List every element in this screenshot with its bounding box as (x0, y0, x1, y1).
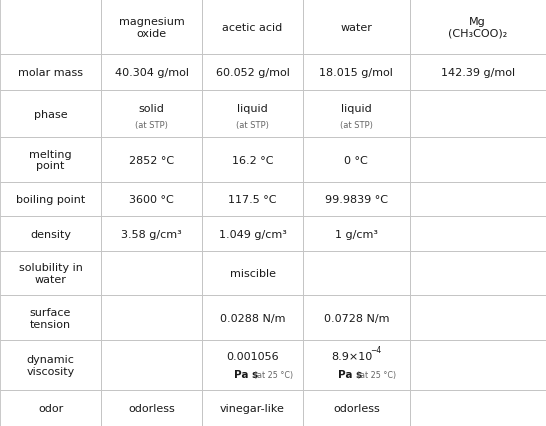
Bar (0, 296, 101, 340)
Text: miscible: miscible (229, 268, 276, 279)
Text: density: density (30, 229, 71, 239)
Bar (101, 0, 202, 55)
Bar (410, 217, 546, 251)
Bar (202, 390, 303, 426)
Bar (101, 138, 202, 182)
Bar (202, 55, 303, 91)
Text: −4: −4 (370, 345, 382, 354)
Bar (0, 217, 101, 251)
Text: dynamic
viscosity: dynamic viscosity (26, 354, 75, 376)
Bar (0, 91, 101, 138)
Text: odor: odor (38, 403, 63, 413)
Text: (at STP): (at STP) (236, 120, 269, 130)
Bar (0, 0, 101, 55)
Text: 117.5 °C: 117.5 °C (228, 195, 277, 204)
Text: 3600 °C: 3600 °C (129, 195, 174, 204)
Text: Pa s: Pa s (337, 369, 362, 379)
Bar (101, 91, 202, 138)
Text: 40.304 g/mol: 40.304 g/mol (115, 68, 188, 78)
Bar (410, 0, 546, 55)
Bar (202, 182, 303, 217)
Bar (202, 296, 303, 340)
Text: 99.9839 °C: 99.9839 °C (325, 195, 388, 204)
Text: 60.052 g/mol: 60.052 g/mol (216, 68, 289, 78)
Bar (101, 296, 202, 340)
Bar (303, 138, 410, 182)
Bar (101, 251, 202, 296)
Bar (202, 91, 303, 138)
Text: 0.001056: 0.001056 (226, 351, 279, 361)
Bar (410, 91, 546, 138)
Text: (at 25 °C): (at 25 °C) (358, 370, 396, 379)
Bar (101, 55, 202, 91)
Text: (at STP): (at STP) (135, 120, 168, 130)
Text: 0.0288 N/m: 0.0288 N/m (220, 313, 285, 323)
Bar (0, 138, 101, 182)
Text: phase: phase (34, 109, 67, 120)
Bar (410, 55, 546, 91)
Bar (101, 217, 202, 251)
Bar (0, 340, 101, 390)
Text: magnesium
oxide: magnesium oxide (118, 17, 185, 38)
Bar (303, 55, 410, 91)
Bar (303, 296, 410, 340)
Text: 1 g/cm³: 1 g/cm³ (335, 229, 378, 239)
Text: 1.049 g/cm³: 1.049 g/cm³ (218, 229, 287, 239)
Bar (303, 390, 410, 426)
Text: 18.015 g/mol: 18.015 g/mol (319, 68, 393, 78)
Bar (0, 251, 101, 296)
Bar (410, 251, 546, 296)
Bar (410, 390, 546, 426)
Bar (410, 340, 546, 390)
Text: 0.0728 N/m: 0.0728 N/m (324, 313, 389, 323)
Text: boiling point: boiling point (16, 195, 85, 204)
Text: Pa s: Pa s (234, 369, 258, 379)
Bar (202, 340, 303, 390)
Bar (410, 182, 546, 217)
Bar (303, 182, 410, 217)
Text: Mg
(CH₃COO)₂: Mg (CH₃COO)₂ (448, 17, 507, 38)
Bar (303, 340, 410, 390)
Text: 0 °C: 0 °C (345, 155, 368, 165)
Text: melting
point: melting point (29, 150, 72, 171)
Text: water: water (340, 23, 372, 33)
Bar (101, 340, 202, 390)
Bar (303, 91, 410, 138)
Bar (303, 0, 410, 55)
Text: 3.58 g/cm³: 3.58 g/cm³ (121, 229, 182, 239)
Bar (303, 251, 410, 296)
Bar (303, 217, 410, 251)
Bar (101, 182, 202, 217)
Text: (at 25 °C): (at 25 °C) (254, 370, 293, 379)
Bar (410, 296, 546, 340)
Text: odorless: odorless (333, 403, 379, 413)
Bar (202, 138, 303, 182)
Bar (202, 0, 303, 55)
Bar (0, 390, 101, 426)
Bar (0, 182, 101, 217)
Text: odorless: odorless (128, 403, 175, 413)
Bar (101, 390, 202, 426)
Text: vinegar-like: vinegar-like (220, 403, 285, 413)
Bar (410, 138, 546, 182)
Text: solubility in
water: solubility in water (19, 263, 82, 284)
Text: surface
tension: surface tension (30, 307, 71, 329)
Text: solid: solid (139, 104, 164, 114)
Text: 8.9×10: 8.9×10 (331, 351, 372, 361)
Text: 2852 °C: 2852 °C (129, 155, 174, 165)
Bar (202, 251, 303, 296)
Text: 16.2 °C: 16.2 °C (232, 155, 274, 165)
Bar (202, 217, 303, 251)
Text: acetic acid: acetic acid (222, 23, 283, 33)
Text: 142.39 g/mol: 142.39 g/mol (441, 68, 515, 78)
Text: liquid: liquid (341, 104, 372, 114)
Text: (at STP): (at STP) (340, 120, 373, 130)
Text: molar mass: molar mass (18, 68, 83, 78)
Bar (0, 55, 101, 91)
Text: liquid: liquid (237, 104, 268, 114)
